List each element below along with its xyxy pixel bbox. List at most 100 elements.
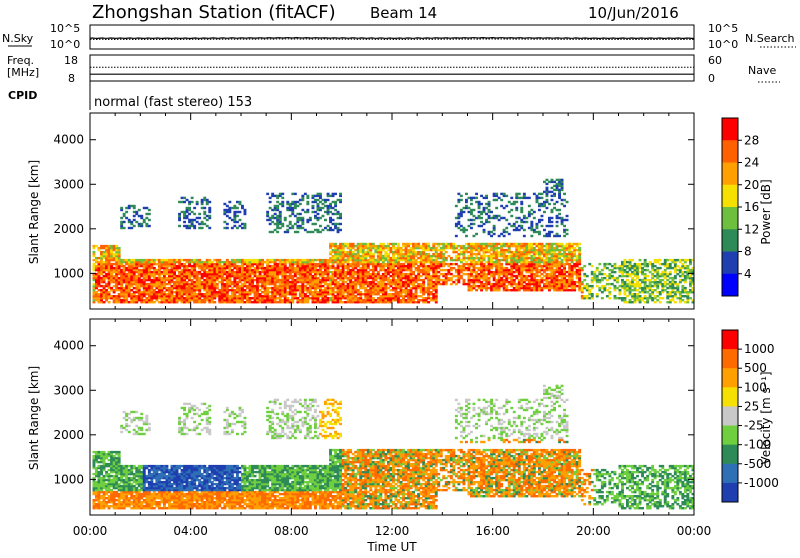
heatmap-cell [276,263,279,265]
heatmap-cell [236,211,239,213]
heatmap-cell [201,261,204,263]
heatmap-cell [624,281,627,283]
heatmap-cell [138,289,141,291]
heatmap-cell [314,259,317,261]
heatmap-cell [145,297,148,299]
heatmap-cell [289,281,292,283]
heatmap-cell [108,291,111,293]
heatmap-cell [98,247,101,249]
heatmap-cell [606,279,609,281]
heatmap-cell [525,275,528,277]
heatmap-cell [128,205,131,207]
heatmap-cell [508,211,511,213]
heatmap-cell [536,223,539,225]
heatmap-cell [317,269,320,271]
heatmap-cell [546,183,549,185]
heatmap-cell [113,253,116,255]
heatmap-cell [186,289,189,291]
heatmap-cell [319,225,322,227]
heatmap-cell [329,195,332,197]
heatmap-cell [374,299,377,301]
heatmap-cell [306,201,309,203]
heatmap-cell [546,243,549,245]
heatmap-cell [344,245,347,247]
heatmap-cell [450,245,453,247]
heatmap-cell [286,225,289,227]
heatmap-cell [150,259,153,261]
heatmap-cell [105,273,108,275]
heatmap-cell [354,295,357,297]
heatmap-cell [513,289,516,291]
heatmap-cell [452,281,455,283]
heatmap-cell [432,253,435,255]
heatmap-cell [231,289,234,291]
heatmap-cell [357,297,360,299]
heatmap-cell [488,277,491,279]
heatmap-cell [468,245,471,247]
heatmap-cell [417,299,420,301]
heatmap-cell [249,259,252,261]
date-label: 10/Jun/2016 [588,4,679,22]
heatmap-cell [369,269,372,271]
heatmap-cell [223,227,226,229]
heatmap-cell [561,217,564,219]
heatmap-cell [523,285,526,287]
heatmap-cell [440,247,443,249]
heatmap-cell [505,267,508,269]
heatmap-cell [619,289,622,291]
heatmap-cell [339,243,342,245]
heatmap-cell [525,217,528,219]
heatmap-cell [327,283,330,285]
heatmap-cell [138,209,141,211]
heatmap-cell [266,287,269,289]
heatmap-cell [317,203,320,205]
heatmap-cell [588,285,591,287]
heatmap-cell [301,209,304,211]
heatmap-cell [551,209,554,211]
heatmap-cell [186,281,189,283]
heatmap-cell [536,257,539,259]
heatmap-cell [538,231,541,233]
heatmap-cell [493,193,496,195]
heatmap-cell [203,261,206,263]
heatmap-cell [513,251,516,253]
heatmap-cell [447,263,450,265]
station-title: Zhongshan Station (fitACF) [92,2,336,23]
heatmap-cell [478,211,481,213]
heatmap-cell [309,289,312,291]
heatmap-cell [556,243,559,245]
heatmap-cell [603,263,606,265]
heatmap-cell [384,251,387,253]
heatmap-cell [395,247,398,249]
heatmap-cell [510,245,513,247]
heatmap-cell [395,243,398,245]
heatmap-cell [357,245,360,247]
heatmap-cell [241,283,244,285]
heatmap-cell [473,215,476,217]
heatmap-cell [193,207,196,209]
heatmap-cell [314,195,317,197]
heatmap-cell [155,269,158,271]
heatmap-cell [432,243,435,245]
heatmap-cell [372,245,375,247]
heatmap-cell [515,201,518,203]
heatmap-cell [364,289,367,291]
heatmap-cell [322,203,325,205]
heatmap-cell [103,285,106,287]
heatmap-cell [166,289,169,291]
heatmap-cell [402,249,405,251]
heatmap-cell [543,275,546,277]
heatmap-cell [327,297,330,299]
heatmap-cell [606,263,609,265]
heatmap-cell [543,259,546,261]
heatmap-cell [500,217,503,219]
heatmap-cell [395,269,398,271]
heatmap-cell [508,277,511,279]
heatmap-cell [347,289,350,291]
heatmap-cell [513,223,516,225]
heatmap-cell [541,289,544,291]
heatmap-cell [405,243,408,245]
heatmap-cell [440,243,443,245]
heatmap-cell [372,289,375,291]
heatmap-cell [553,247,556,249]
